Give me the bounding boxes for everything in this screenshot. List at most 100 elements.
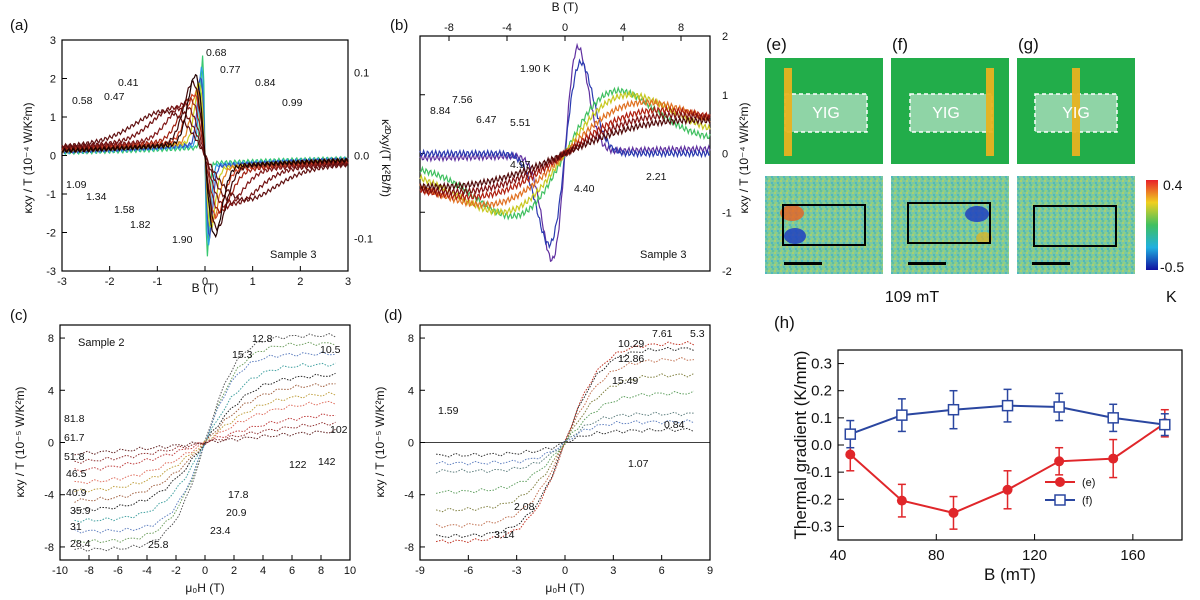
temp-label: 10.5 — [320, 344, 341, 356]
cold-spot-e — [784, 228, 806, 244]
x-tick-label: 4 — [620, 22, 626, 34]
yig-text-g: YIG — [1062, 105, 1090, 122]
temp-label: 12.86 — [618, 353, 644, 365]
temp-label: 35.9 — [70, 505, 91, 517]
temp-label: 102 — [330, 424, 348, 436]
series-line-102 — [74, 421, 336, 464]
sample-outline-g — [1033, 205, 1117, 247]
temp-label: 25.8 — [148, 539, 169, 551]
panels-efg: (e) (f) (g) YIG YIG YIG — [765, 35, 1184, 306]
temp-label: 1.82 — [130, 219, 151, 231]
temp-label: 142 — [318, 456, 336, 468]
series-line-1.90 — [61, 73, 349, 239]
panel-c-annotations: 12.8 15.3 10.5 17.8 20.9 23.4 25.8 28.4 31 35.9 40… — [64, 333, 348, 551]
panel-d-annotations: 7.61 5.3 10.29 12.86 15.49 1.59 2.08 3.14 1.07 0.… — [438, 328, 705, 541]
temp-label: 1.07 — [628, 458, 649, 470]
panel-b-label: (b) — [390, 17, 408, 34]
y2-tick-label: -0.1 — [354, 234, 373, 246]
panel-a: (a) -3 -2 -1 0 1 2 3 -3 -2 -1 0 1 2 3 -0.1 0.0 0.1 B (T)… — [10, 17, 393, 295]
yig-f — [909, 93, 993, 133]
y-tick-label: 3 — [50, 35, 56, 47]
temp-label: 0.58 — [72, 95, 93, 107]
panel-h-ticks: 40 80 120 160 -0.3 -0.2 -0.1 0.0 0.1 0.2 0.3 — [806, 356, 1145, 564]
series-line-12.8 — [74, 333, 336, 552]
heater-bar-g — [1072, 68, 1080, 156]
y-tick-label: -4 — [404, 490, 414, 502]
x-tick-label: 120 — [1022, 547, 1047, 564]
panel-a-xlabel: B (T) — [192, 281, 219, 295]
x-tick-label: 3 — [345, 276, 351, 288]
temp-label: 122 — [289, 459, 307, 471]
y-tick-label: 0 — [722, 149, 728, 161]
y-tick-label: 1 — [50, 112, 56, 124]
x-tick-label: -8 — [444, 22, 454, 34]
y-tick-label: -0.1 — [806, 464, 832, 481]
data-point — [1108, 453, 1119, 464]
x-tick-label: 10 — [344, 565, 356, 577]
panel-d-ylabel: κxy / T (10⁻⁵ W/K²m) — [373, 387, 387, 498]
panel-c-series — [74, 333, 336, 552]
y-tick-label: 0 — [48, 438, 54, 450]
y-tick-label: 0.1 — [811, 410, 832, 427]
panel-h: (h) 40 80 120 160 -0.3 -0.2 -0.1 0.0 0.1 0.2 0.3 B… — [774, 313, 1183, 584]
x-tick-label: -3 — [512, 565, 522, 577]
data-point — [844, 428, 857, 440]
x-tick-label: 8 — [678, 22, 684, 34]
y-tick-label: -8 — [404, 542, 414, 554]
x-tick-label: -2 — [171, 565, 181, 577]
panel-b-sample: Sample 3 — [640, 249, 686, 261]
x-tick-label: -1 — [152, 276, 162, 288]
x-tick-label: 0 — [562, 22, 568, 34]
panel-h-series — [844, 388, 1171, 530]
series-line-20.9 — [74, 372, 336, 512]
colorbar-unit: K — [1166, 289, 1177, 306]
sample-outline-f — [907, 202, 991, 244]
panel-b-xlabel: B (T) — [552, 0, 579, 14]
temp-label: 40.9 — [66, 487, 87, 499]
x-tick-label: 9 — [707, 565, 713, 577]
heater-bar-e — [784, 68, 792, 156]
panel-h-xlabel: B (mT) — [984, 565, 1036, 584]
temp-label: 0.99 — [282, 97, 303, 109]
x-tick-label: 1 — [250, 276, 256, 288]
panel-a-label: (a) — [10, 17, 28, 34]
temp-label: 1.58 — [114, 204, 135, 216]
panel-h-ylabel: Thermal gradient (K/mm) — [791, 351, 810, 540]
x-tick-label: 40 — [830, 547, 847, 564]
panel-c-xlabel: μ₀H (T) — [185, 581, 224, 595]
y-tick-label: 0.3 — [811, 356, 832, 373]
y-tick-label: -8 — [44, 542, 54, 554]
data-point — [947, 403, 960, 416]
x-tick-label: -4 — [142, 565, 152, 577]
panel-h-label: (h) — [774, 313, 795, 332]
y-tick-label: 4 — [48, 385, 54, 397]
panel-d: (d) -9 -6 -3 0 3 6 9 -8 -4 0 4 8 μ₀H (T) κxy / T (1… — [373, 307, 713, 595]
panel-e-label: (e) — [766, 35, 787, 54]
panel-c-label: (c) — [10, 307, 28, 324]
x-tick-label: -8 — [84, 565, 94, 577]
temp-label: 7.61 — [652, 328, 673, 340]
x-tick-label: -2 — [105, 276, 115, 288]
thermal-map-e-bg — [765, 176, 883, 274]
temp-label: 7.56 — [452, 94, 473, 106]
temp-label: 1.34 — [86, 191, 107, 203]
y2-tick-label: 0.1 — [354, 67, 369, 79]
legend-f-label: (f) — [1082, 495, 1092, 507]
series-line-12.86 — [435, 373, 695, 513]
yig-e — [784, 93, 868, 133]
panel-h-frame — [837, 349, 1183, 541]
thermal-map-e — [765, 176, 883, 274]
y-tick-label: -1 — [722, 207, 732, 219]
panel-b: (b) -8 -4 0 4 8 -2 -1 0 1 2 B (T) κxy / T (10⁻⁴ W… — [390, 0, 751, 278]
temp-label: 4.97 — [510, 159, 531, 171]
y-tick-label: 0 — [50, 151, 56, 163]
panel-d-ticks: -9 -6 -3 0 3 6 9 -8 -4 0 4 8 — [404, 333, 713, 577]
temp-label: 51.8 — [64, 451, 85, 463]
panel-a-y2label: κ²ᴰxy/(T k²B/ℏ) — [379, 119, 393, 197]
temp-label: 15.49 — [612, 375, 638, 387]
data-point — [1159, 418, 1171, 431]
y-tick-label: 8 — [408, 333, 414, 345]
yig-text-e: YIG — [812, 105, 840, 122]
thermal-map-f — [891, 176, 1009, 274]
series-line-23.4 — [74, 383, 336, 503]
